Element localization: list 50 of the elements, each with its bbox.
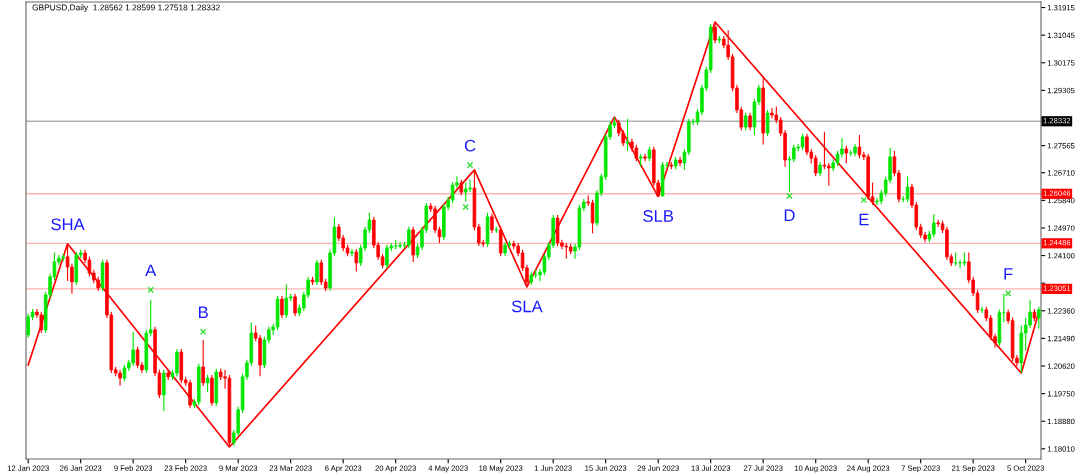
candlestick [175,348,179,377]
data-label: D [784,209,795,222]
candlestick [350,248,354,257]
candlestick [385,244,389,269]
candlestick [468,178,472,193]
candlestick [822,131,827,170]
candlestick [905,175,910,203]
candlestick [463,182,468,203]
candlestick [135,346,140,369]
data-label: F [1004,268,1013,280]
point [466,161,474,169]
candlestick [319,259,324,286]
data-label: C [464,139,476,152]
candlestick [813,154,818,177]
candlestick [118,369,122,387]
candlestick [188,379,192,409]
candlestick [857,134,862,159]
candlestick [490,213,494,234]
candlestick [293,293,297,317]
candlestick [407,226,411,249]
data-label: SHA [51,218,85,231]
candlestick [315,259,319,286]
data-label: E [859,213,869,226]
data-label: A [145,264,157,277]
candlestick [39,311,44,334]
data-label: B [199,306,208,318]
candlestick [765,109,770,137]
candlestick [805,133,809,156]
candlestick [354,248,359,272]
candlestick [131,331,135,367]
point [462,203,469,211]
candlestick [201,339,205,387]
candlestick [162,369,166,412]
point [1004,290,1012,297]
candlestick [590,199,595,234]
candlestick [284,283,289,319]
point [199,328,207,336]
candlestick [643,153,647,162]
candlestick [498,226,503,257]
candlestick [625,118,630,152]
data-label: SLB [643,210,674,222]
chart-title: GBPUSD,Daily 1.28562 1.28599 1.27518 1.28332 [32,4,220,13]
candlestick [433,205,437,234]
candlestick [1037,306,1041,330]
candlestick [770,107,774,119]
point [147,286,154,294]
point [786,192,793,200]
point [860,196,868,204]
data-label: SLA [511,300,543,313]
candlestick [280,295,284,319]
